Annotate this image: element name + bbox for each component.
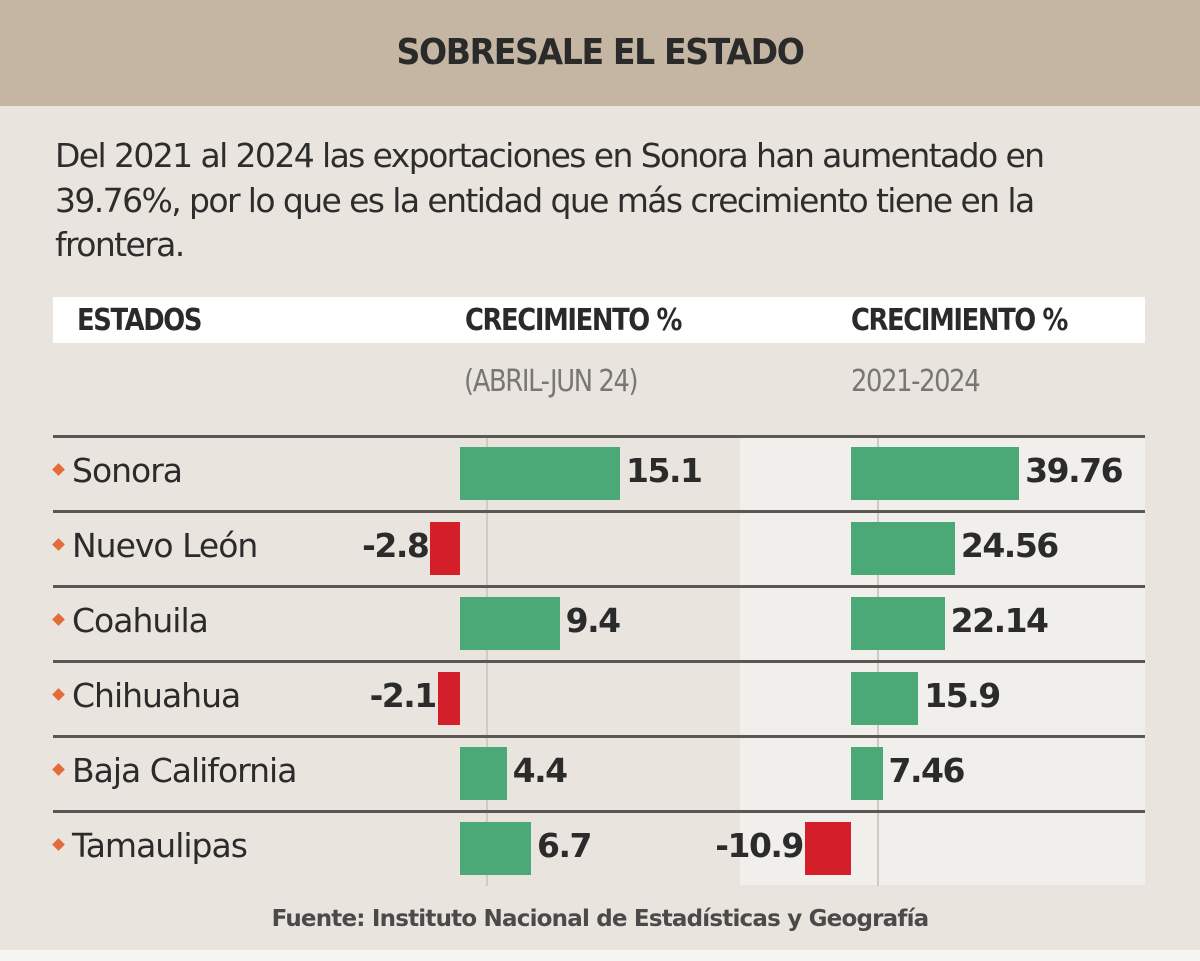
state-name: Chihuahua	[72, 676, 241, 715]
chart-title: SOBRESALE EL ESTADO	[396, 32, 805, 73]
column-header-growth-quarter: CRECIMIENTO %	[465, 303, 682, 338]
state-label: Chihuahua	[52, 676, 241, 715]
bar-series1	[437, 672, 460, 725]
row-divider	[53, 435, 1145, 438]
state-name: Coahuila	[72, 601, 209, 640]
bar-series1	[460, 747, 507, 800]
bar-series2	[851, 597, 945, 650]
bar-series1	[460, 822, 532, 875]
column-header-growth-period: CRECIMIENTO %	[851, 303, 1068, 338]
value-label: 4.4	[512, 751, 568, 790]
value-label: 7.46	[888, 751, 966, 790]
state-label: Tamaulipas	[52, 826, 248, 865]
column-header-states: ESTADOS	[77, 303, 202, 338]
bullet-icon	[52, 838, 65, 851]
value-label: 9.4	[565, 601, 621, 640]
row-divider	[53, 735, 1145, 738]
bar-series2	[851, 522, 955, 575]
state-name: Tamaulipas	[72, 826, 248, 865]
bullet-icon	[52, 688, 65, 701]
state-label: Sonora	[52, 451, 183, 490]
value-label: -10.9	[715, 826, 804, 865]
value-label: 39.76	[1025, 451, 1123, 490]
state-name: Nuevo León	[72, 526, 258, 565]
value-label: 15.1	[626, 451, 703, 490]
bar-series1	[430, 522, 460, 575]
column-subheader-quarter: (ABRIL-JUN 24)	[464, 364, 639, 399]
bullet-icon	[52, 613, 65, 626]
header-band: SOBRESALE EL ESTADO	[0, 0, 1200, 106]
value-label: -2.1	[369, 676, 438, 715]
value-label: -2.8	[362, 526, 430, 565]
bullet-icon	[52, 463, 65, 476]
source-note: Fuente: Instituto Nacional de Estadístic…	[271, 906, 930, 932]
value-label: 24.56	[960, 526, 1059, 565]
value-label: 15.9	[924, 676, 1001, 715]
bar-series1	[460, 597, 560, 650]
intro-text: Del 2021 al 2024 las exportaciones en So…	[55, 136, 1045, 264]
column-subheader-period: 2021-2024	[851, 364, 981, 399]
state-label: Coahuila	[52, 601, 209, 640]
state-label: Baja California	[52, 751, 297, 790]
bar-series2	[851, 672, 919, 725]
bottom-band	[0, 950, 1200, 961]
state-name: Baja California	[72, 751, 297, 790]
row-divider	[53, 585, 1145, 588]
value-label: 6.7	[537, 826, 592, 865]
row-divider	[53, 660, 1145, 663]
value-label: 22.14	[950, 601, 1049, 640]
bullet-icon	[52, 763, 65, 776]
row-divider	[53, 510, 1145, 513]
bar-series2	[851, 447, 1020, 500]
column-header-row: ESTADOS CRECIMIENTO % CRECIMIENTO %	[53, 297, 1145, 343]
bar-series2	[804, 822, 851, 875]
bullet-icon	[52, 538, 65, 551]
row-divider	[53, 810, 1145, 813]
bar-series2	[851, 747, 883, 800]
state-name: Sonora	[72, 451, 183, 490]
bar-series1	[460, 447, 621, 500]
state-label: Nuevo León	[52, 526, 258, 565]
